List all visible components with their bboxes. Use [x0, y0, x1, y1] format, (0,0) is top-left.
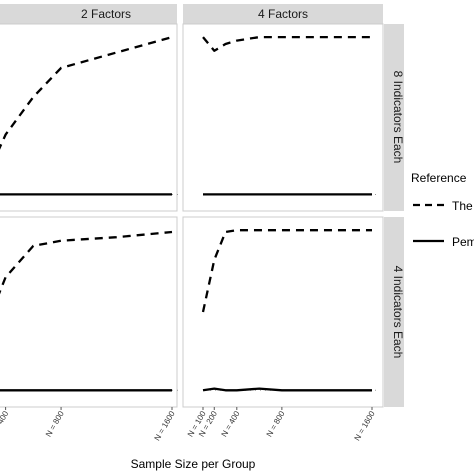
x-tick-label: N = 400 [220, 409, 242, 438]
strip-label-row-1: 8 Indicators Each [391, 71, 405, 164]
panel-1-series-dashed-line [0, 35, 173, 150]
panel-1-series-solid-line [0, 193, 172, 196]
legend-label-2: Pem [452, 235, 474, 249]
strip-label-col-2: 4 Factors [258, 7, 308, 21]
strip-label-row-2: 4 Indicators Each [391, 266, 405, 359]
panel-4-series-solid-line [202, 387, 372, 392]
strip-background-col-2 [183, 4, 383, 24]
x-tick-label: N = 1600 [153, 409, 177, 442]
panel-3-series-dashed-line [0, 230, 173, 295]
panel-4-series-dashed-line [201, 229, 372, 313]
strip-label-col-1: 2 Factors [81, 7, 131, 21]
strip-background-row-2 [384, 217, 404, 407]
x-tick-label: N = 1600 [353, 409, 377, 442]
x-tick-label: N = 400 [0, 409, 11, 438]
panel-frame-top-left [0, 23, 178, 212]
x-tick-label: N = 800 [265, 409, 287, 438]
strip-background-row-1 [384, 24, 404, 211]
x-tick-label: N = 800 [44, 409, 66, 438]
panel-frame-bottom-right [182, 216, 384, 408]
strip-background-col-1 [0, 4, 177, 24]
x-axis-title: Sample Size per Group [131, 457, 256, 471]
legend-label-1: The [452, 199, 473, 213]
panel-frame-top-right [182, 23, 384, 212]
panel-2-series-dashed-line [202, 35, 372, 52]
panel-frame-bottom-left [0, 216, 178, 408]
legend-title: Reference [411, 171, 467, 185]
